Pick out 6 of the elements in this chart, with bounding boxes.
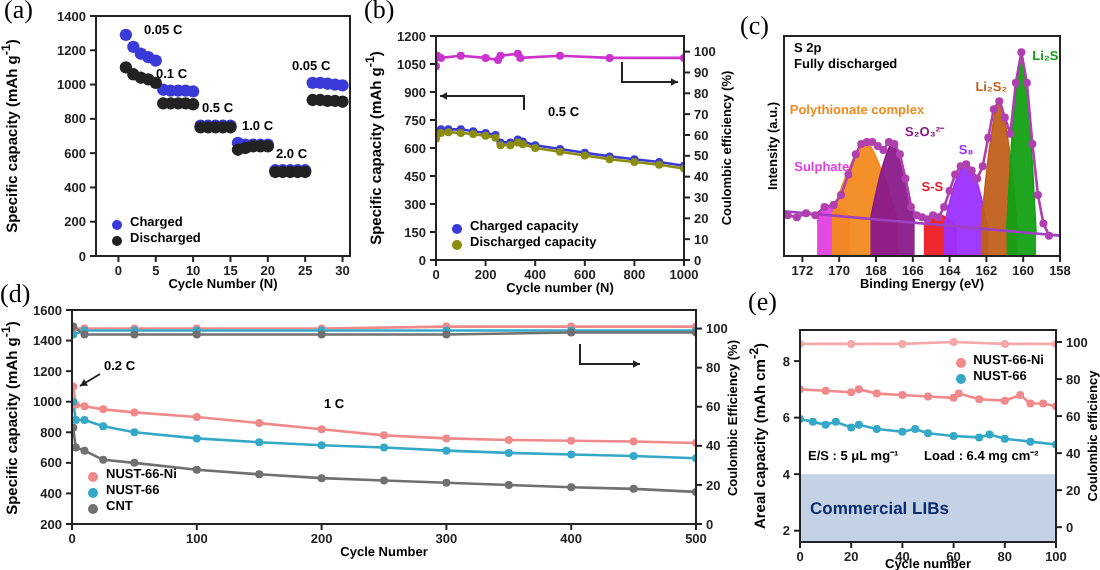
- chart-title: (b): [364, 0, 395, 26]
- chart-title: (e): [748, 286, 777, 318]
- chart-title: (c): [740, 10, 769, 42]
- band-label: Commercial LIBs: [810, 498, 950, 519]
- chart-title: (d): [0, 278, 31, 310]
- chart-title: (a): [4, 0, 33, 26]
